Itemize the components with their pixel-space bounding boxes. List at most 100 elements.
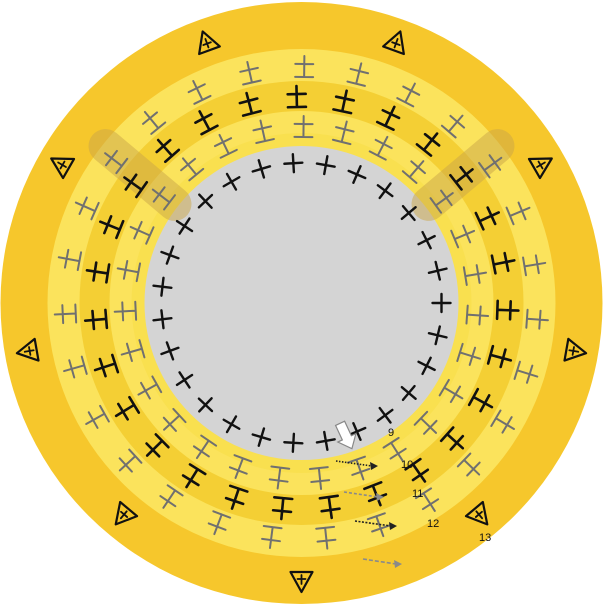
plus-stitch-icon: [400, 384, 417, 402]
double-bar-stitch-icon: [268, 465, 291, 490]
double-bar-stitch-icon: [396, 82, 421, 108]
double-bar-stitch-icon: [375, 105, 401, 131]
double-bar-stitch-icon: [462, 264, 488, 286]
triangle-stitch-icon: [464, 500, 489, 526]
plus-stitch-icon: [160, 341, 180, 361]
double-bar-stitch-icon: [63, 355, 88, 379]
double-bar-stitch-icon: [346, 455, 371, 481]
shaded-patch-2: [411, 129, 515, 221]
double-bar-stitch-icon: [261, 525, 283, 549]
plus-stitch-icon: [417, 356, 436, 376]
plus-stitch-icon: [315, 155, 336, 176]
path-arrow-10: [335, 460, 378, 470]
triangle-stitch-icon: [198, 30, 221, 56]
plus-stitch-icon: [427, 325, 448, 346]
double-bar-stitch-icon: [414, 487, 440, 512]
double-bar-stitch-icon: [129, 220, 155, 245]
progress-arrow-layer: [334, 420, 402, 568]
plus-stitch-icon: [427, 260, 448, 281]
double-bar-stitch-icon: [162, 407, 187, 432]
double-bar-stitch-icon: [467, 387, 494, 413]
triangle-stitch-icon: [289, 570, 314, 594]
double-bar-stitch-icon: [429, 189, 454, 214]
double-bar-stitch-icon: [93, 353, 120, 378]
double-bar-stitch-icon: [438, 378, 464, 404]
double-bar-stitch-icon: [449, 165, 474, 191]
triangle-stitch-icon: [563, 337, 588, 362]
double-bar-stitch-icon: [478, 154, 503, 179]
double-bar-stitch-icon: [74, 196, 100, 221]
double-bar-stitch-icon: [239, 61, 262, 86]
double-bar-stitch-icon: [116, 260, 142, 283]
hollow-arrow-icon: [334, 420, 357, 450]
double-bar-stitch-icon: [382, 436, 407, 462]
double-bar-stitch-icon: [85, 404, 110, 429]
double-bar-stitch-icon: [505, 201, 531, 226]
double-bar-stitch-icon: [137, 375, 163, 400]
double-bar-stitch-icon: [486, 344, 513, 369]
plus-stitch-icon: [417, 230, 436, 250]
round-label-9: 9: [388, 427, 394, 439]
plus-stitch-icon: [315, 430, 336, 451]
plus-stitch-icon: [222, 415, 241, 434]
double-bar-stitch-icon: [294, 55, 315, 79]
double-bar-stitch-icon: [513, 360, 539, 384]
double-bar-stitch-icon: [113, 300, 138, 322]
double-bar-stitch-icon: [308, 466, 331, 490]
plus-stitch-icon: [347, 422, 367, 442]
double-bar-stitch-icon: [415, 132, 441, 157]
double-bar-stitch-icon: [331, 120, 355, 146]
double-bar-stitch-icon: [104, 149, 129, 175]
triangle-stitch-icon: [527, 157, 553, 180]
path-arrow-11: [343, 491, 384, 501]
plus-stitch-icon: [431, 292, 452, 314]
plus-stitch-icon: [152, 276, 173, 297]
double-bar-stitch-icon: [99, 215, 125, 240]
double-bar-stitch-icon: [181, 463, 207, 489]
triangle-stitch-icon: [114, 500, 139, 526]
round-label-13: 13: [479, 532, 491, 544]
double-bar-stitch-icon: [456, 342, 482, 366]
double-bar-stitch-icon: [120, 339, 146, 362]
plus-stitch-icon: [175, 371, 194, 389]
double-bar-stitch-icon: [252, 119, 275, 145]
stitch-layer: [15, 30, 588, 594]
double-bar-stitch-icon: [224, 484, 249, 510]
double-bar-stitch-icon: [145, 433, 170, 458]
double-bar-stitch-icon: [123, 173, 149, 199]
plus-stitch-icon: [175, 217, 194, 235]
double-bar-stitch-icon: [192, 434, 218, 460]
double-bar-stitch-icon: [332, 89, 356, 115]
double-bar-stitch-icon: [85, 261, 111, 284]
plus-stitch-icon: [283, 153, 304, 174]
shaded-patch-1: [88, 129, 192, 221]
double-bar-stitch-icon: [151, 186, 176, 211]
double-bar-stitch-icon: [490, 251, 516, 275]
triangle-stitch-icon: [15, 337, 40, 362]
double-bar-stitch-icon: [293, 115, 314, 139]
double-bar-stitch-icon: [213, 133, 238, 159]
plus-stitch-icon: [376, 406, 394, 424]
plus-stitch-icon: [222, 172, 241, 191]
double-bar-stitch-icon: [238, 91, 262, 117]
round-label-10: 10: [401, 459, 413, 471]
double-bar-stitch-icon: [368, 135, 393, 161]
double-bar-stitch-icon: [180, 157, 205, 182]
double-bar-stitch-icon: [83, 308, 109, 331]
round-label-layer: 9 10 11 12 13: [388, 427, 491, 544]
double-bar-stitch-icon: [142, 110, 167, 135]
double-bar-stitch-icon: [439, 426, 465, 451]
double-bar-stitch-icon: [525, 308, 549, 330]
path-arrow-13: [362, 558, 402, 568]
double-bar-stitch-icon: [57, 248, 83, 272]
plus-stitch-icon: [160, 245, 180, 265]
plus-stitch-icon: [251, 427, 272, 447]
double-bar-stitch-icon: [440, 114, 466, 139]
triangle-stitch-icon: [382, 30, 405, 56]
double-bar-stitch-icon: [495, 299, 520, 321]
double-bar-stitch-icon: [404, 457, 430, 483]
double-bar-stitch-icon: [346, 62, 370, 87]
double-bar-stitch-icon: [450, 224, 476, 249]
double-bar-stitch-icon: [207, 510, 232, 536]
